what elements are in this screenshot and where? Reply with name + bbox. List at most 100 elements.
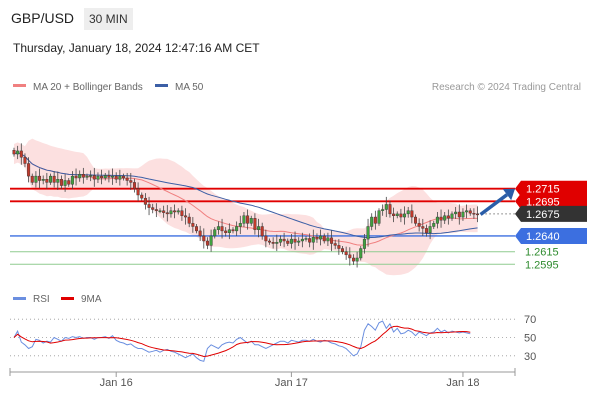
candle: [268, 238, 272, 245]
candle: [326, 232, 330, 247]
candle-body: [421, 226, 425, 229]
candle-body: [304, 238, 308, 240]
ma20-line: [13, 151, 478, 246]
candle-body: [355, 257, 359, 262]
candle: [465, 204, 469, 219]
candle-body: [216, 226, 220, 230]
candle-body: [297, 240, 301, 243]
candle-body: [100, 175, 104, 179]
candle: [348, 247, 352, 266]
candle-body: [450, 213, 454, 219]
candle-body: [311, 237, 315, 243]
candle: [191, 217, 195, 233]
candle: [432, 220, 436, 230]
timeframe-badge[interactable]: 30 MIN: [84, 8, 133, 30]
candle: [424, 224, 428, 237]
candle-body: [319, 235, 323, 240]
candle: [180, 205, 184, 221]
candle-body: [220, 226, 224, 232]
candle-body: [12, 150, 16, 155]
candle-body: [246, 215, 250, 224]
candle-body: [370, 216, 374, 227]
pivot-label-box: [515, 227, 587, 244]
candle: [370, 213, 374, 231]
candle: [446, 209, 450, 225]
candle: [85, 173, 89, 180]
candle-body: [129, 180, 133, 183]
time-tick-label: Jan 17: [275, 377, 308, 389]
candle: [34, 171, 38, 188]
rsi-panel: 70 50 30: [10, 314, 536, 363]
candle-body: [403, 213, 407, 218]
candle: [205, 237, 209, 250]
candle: [362, 234, 366, 254]
support-level-label: 1.2615: [525, 247, 559, 259]
moving-average-layer: [13, 151, 516, 246]
candle-body: [143, 197, 147, 205]
candle: [238, 215, 242, 235]
candle-body: [89, 175, 93, 177]
candle-body: [388, 204, 392, 215]
candle-body: [165, 212, 169, 215]
candle: [414, 214, 418, 226]
candle: [319, 229, 323, 246]
candle-body: [275, 242, 279, 244]
candle: [341, 246, 345, 255]
candle-body: [268, 240, 272, 243]
rsi-legend-swatch: [61, 297, 74, 300]
candle: [344, 246, 348, 260]
rsi-tick-label: 30: [524, 351, 536, 363]
candle: [125, 172, 129, 186]
candle-body: [381, 209, 385, 211]
candle-body: [114, 175, 118, 180]
candle-body: [111, 175, 115, 178]
candle: [184, 208, 188, 225]
candle: [260, 222, 264, 240]
candle-body: [344, 251, 348, 256]
candle-body: [366, 226, 370, 240]
candle: [330, 230, 334, 252]
candle: [132, 178, 136, 193]
candle-body: [107, 175, 111, 178]
candle: [246, 209, 250, 230]
candle-body: [257, 226, 261, 230]
candle-body: [457, 211, 461, 218]
candle-body: [27, 163, 31, 177]
candle-body: [315, 237, 319, 240]
candle-body: [19, 150, 23, 158]
legend-swatch: [13, 84, 26, 87]
candle: [271, 237, 275, 249]
candle: [30, 173, 34, 185]
candle-body: [194, 226, 198, 232]
rsi-tick-label: 70: [524, 314, 536, 326]
candle-body: [140, 194, 144, 199]
rsi-tick-label: 50: [524, 333, 536, 345]
candle-body: [92, 175, 96, 180]
legend-layer: MA 20 + Bollinger Bands MA 50 Research © 2…: [13, 82, 581, 305]
candle: [173, 204, 177, 219]
rsi-legend-label: 9MA: [81, 294, 102, 305]
candle: [297, 237, 301, 247]
candle-body: [432, 223, 436, 227]
candle-body: [202, 235, 206, 242]
candle-body: [59, 179, 63, 186]
projection-arrow-shaft: [479, 193, 509, 216]
candle-body: [410, 210, 414, 218]
candle: [293, 231, 297, 250]
bollinger-band-area: [14, 138, 478, 276]
candle: [224, 227, 228, 237]
candle: [118, 169, 122, 186]
candle-body: [136, 188, 140, 196]
candle: [242, 212, 246, 228]
candle: [23, 153, 27, 168]
candle-body: [30, 175, 34, 183]
candle: [384, 196, 388, 218]
candle-body: [125, 177, 129, 181]
candle: [16, 145, 20, 160]
candle: [70, 171, 74, 190]
current-level-label: 1.2675: [526, 209, 560, 221]
candle: [322, 233, 326, 244]
candle-body: [121, 175, 125, 179]
candle: [428, 220, 432, 240]
